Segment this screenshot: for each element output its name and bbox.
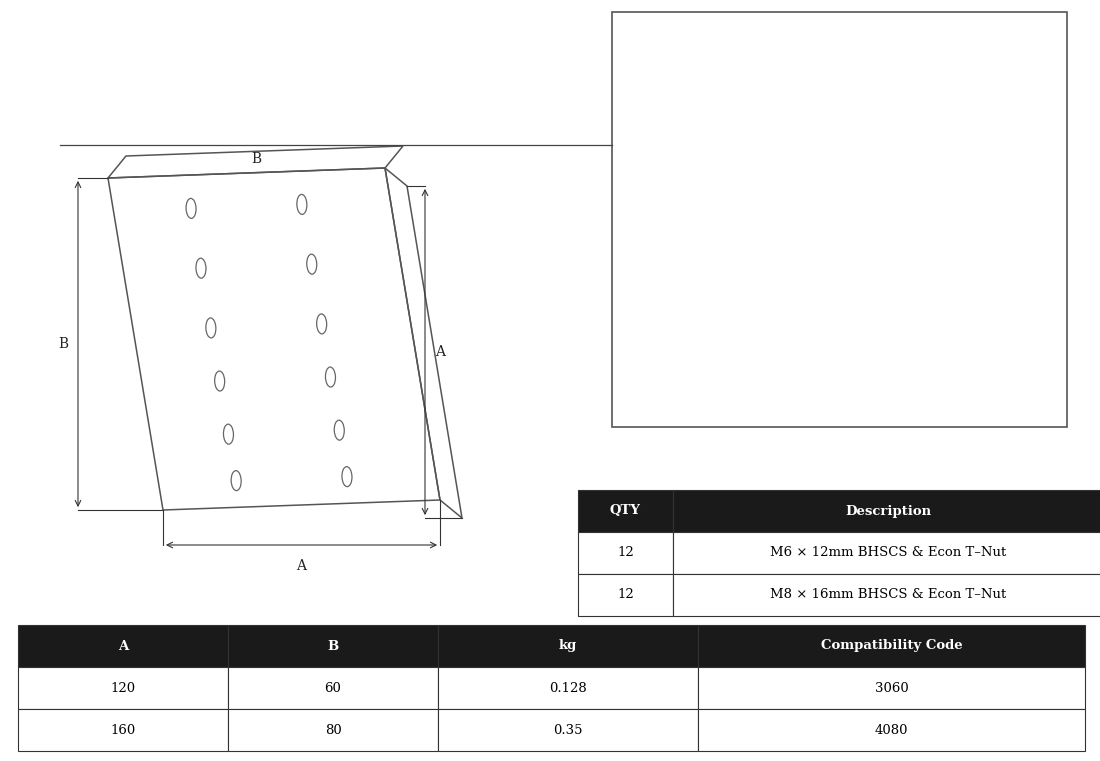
Bar — [578, 490, 673, 532]
Bar — [438, 667, 698, 709]
Text: B: B — [252, 152, 262, 166]
Text: A: A — [434, 345, 446, 359]
Bar — [698, 625, 1085, 667]
Text: 60: 60 — [324, 682, 341, 695]
Text: B: B — [328, 639, 339, 652]
Text: M6 × 12mm BHSCS & Econ T–Nut: M6 × 12mm BHSCS & Econ T–Nut — [770, 546, 1007, 559]
Text: 80: 80 — [324, 724, 341, 737]
Bar — [673, 490, 1100, 532]
Bar — [18, 709, 228, 751]
Text: Compatibility Code: Compatibility Code — [821, 639, 962, 652]
Bar — [673, 532, 1100, 574]
Bar — [578, 532, 673, 574]
Text: 160: 160 — [110, 724, 135, 737]
Text: 0.35: 0.35 — [553, 724, 583, 737]
Text: A: A — [118, 639, 128, 652]
Bar — [18, 625, 228, 667]
Text: 12: 12 — [617, 588, 634, 601]
Bar — [228, 667, 438, 709]
Text: 4080: 4080 — [874, 724, 909, 737]
Bar — [578, 574, 673, 616]
Bar — [673, 574, 1100, 616]
Bar — [18, 667, 228, 709]
Text: M8 × 16mm BHSCS & Econ T–Nut: M8 × 16mm BHSCS & Econ T–Nut — [770, 588, 1007, 601]
Text: B: B — [58, 337, 68, 351]
Text: kg: kg — [559, 639, 578, 652]
Bar — [698, 667, 1085, 709]
Bar — [228, 709, 438, 751]
Text: Description: Description — [845, 505, 931, 517]
Text: 0.128: 0.128 — [549, 682, 587, 695]
Text: A: A — [297, 559, 307, 573]
Text: 12: 12 — [617, 546, 634, 559]
Bar — [228, 625, 438, 667]
Bar — [438, 709, 698, 751]
Bar — [698, 709, 1085, 751]
Text: 120: 120 — [110, 682, 135, 695]
Bar — [612, 12, 1067, 427]
Text: QTY: QTY — [610, 505, 641, 517]
Bar — [438, 625, 698, 667]
Text: 3060: 3060 — [874, 682, 909, 695]
